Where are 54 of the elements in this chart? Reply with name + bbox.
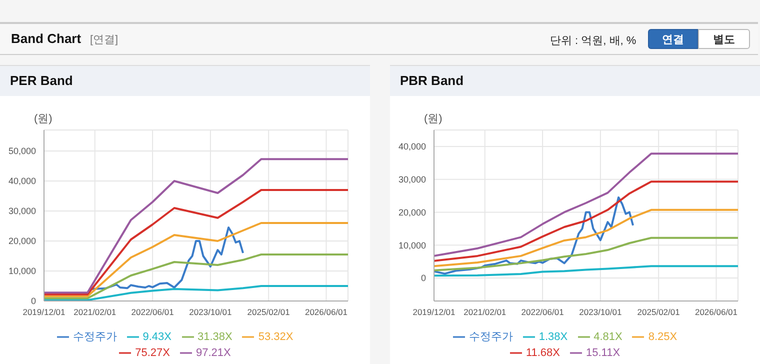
text: 별도 [698,29,750,49]
text: 연결 [648,29,698,49]
text: [연결] [90,33,118,47]
y-tick-label: 0 [30,296,36,306]
x-tick-label: 2019/12/01 [412,307,456,318]
line-series [90,226,244,290]
x-tick-label: 2025/02/01 [247,307,290,318]
y-axis-title: (원) [34,112,52,126]
legend-label: 75.27X [135,347,170,359]
y-tick-label: 30,000 [398,174,426,185]
line-series [44,189,348,296]
legend-label: 11.68X [526,347,560,359]
legend-label: 4.81X [594,331,622,343]
y-axis-title: (원) [424,112,442,126]
x-tick-label: 2022/06/01 [131,307,174,318]
x-tick-label: 2023/10/01 [579,307,622,318]
x-tick-label: 2026/06/01 [694,307,738,318]
text: Band Chart [11,31,82,46]
x-tick-label: 2021/02/01 [464,307,506,318]
legend-label: 수정주가 [72,331,117,343]
text: 단위 : 억원, 배, % [550,34,636,48]
line-series [434,265,738,277]
legend-label: 수정주가 [468,331,513,343]
legend-label: 9.43X [142,331,172,343]
legend-label: 97.21X [196,347,231,359]
y-tick-label: 30,000 [8,206,36,216]
x-tick-label: 2023/10/01 [189,307,232,318]
y-tick-label: 10,000 [398,240,426,250]
line-series [44,158,348,294]
line-series [434,152,738,257]
y-tick-label: 10,000 [8,266,36,276]
x-tick-label: 2022/06/01 [521,307,564,318]
legend-label: 1.38X [538,331,568,343]
line-series [434,180,738,262]
y-tick-label: 50,000 [8,146,36,156]
x-tick-label: 2019/12/01 [22,307,66,318]
legend-label: 8.25X [648,331,678,343]
line-series [434,236,738,272]
y-tick-label: 20,000 [398,207,426,218]
y-tick-label: 40,000 [398,142,426,152]
y-tick-label: 0 [420,273,426,284]
x-tick-label: 2021/02/01 [74,307,116,318]
line-series [434,196,634,275]
legend-label: 15.11X [586,347,620,359]
chart-title: PBR Band [390,65,760,96]
legend-label: 31.38X [198,331,232,343]
x-tick-label: 2025/02/01 [637,307,680,318]
legend-label: 53.32X [258,331,294,343]
line-series [44,222,348,298]
y-tick-label: 20,000 [8,236,36,246]
chart-title: PER Band [0,65,370,96]
x-tick-label: 2026/06/01 [304,307,348,318]
y-tick-label: 40,000 [8,176,36,186]
line-series [434,208,738,268]
